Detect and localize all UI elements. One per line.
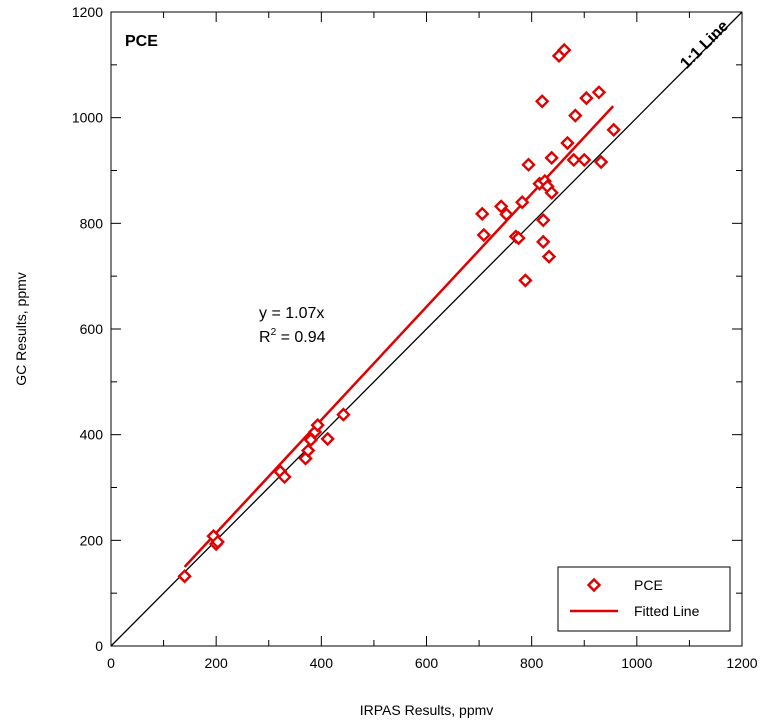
identity-line	[110, 11, 743, 647]
data-point	[560, 135, 575, 151]
data-point	[493, 199, 509, 214]
r-squared-annotation: R2 = 0.94	[259, 327, 326, 346]
y-tick-label: 600	[80, 321, 104, 337]
data-point	[557, 42, 572, 58]
data-point	[475, 206, 490, 222]
x-axis-title: IRPAS Results, ppmv	[360, 702, 494, 718]
data-point	[568, 108, 583, 123]
data-point	[310, 417, 325, 433]
data-point	[534, 94, 550, 109]
x-tick-labels: 0 200 400 600 800 1000 1200	[107, 655, 758, 671]
legend: PCE Fitted Line	[557, 566, 731, 632]
data-point	[536, 212, 551, 228]
panel-label: PCE	[125, 33, 158, 50]
data-point	[177, 569, 192, 584]
y-tick-label: 0	[95, 638, 103, 654]
x-tick-label: 200	[204, 655, 228, 671]
data-point	[521, 157, 536, 172]
x-tick-label: 400	[310, 655, 334, 671]
identity-line-group	[110, 11, 743, 647]
legend-label: PCE	[634, 577, 663, 593]
legend-label: Fitted Line	[634, 603, 700, 619]
x-tick-label: 1000	[621, 655, 652, 671]
y-tick-label: 1200	[72, 4, 103, 20]
r-squared-prefix: R	[259, 329, 271, 346]
data-point	[544, 150, 559, 166]
x-tick-label: 1200	[726, 655, 757, 671]
data-point	[210, 534, 225, 550]
data-point	[518, 273, 533, 288]
data-point	[511, 230, 526, 246]
data-point	[541, 249, 557, 264]
y-tick-labels: 0 200 400 600 800 1000 1200	[72, 4, 103, 654]
identity-line-label: 1:1 Line	[677, 18, 732, 73]
data-point	[606, 122, 621, 138]
fitted-line-group	[183, 105, 615, 568]
data-point	[579, 90, 594, 106]
data-point	[566, 152, 581, 168]
legend-box	[557, 566, 731, 632]
data-point	[336, 407, 351, 422]
data-points	[177, 42, 621, 584]
plot-area-frame	[110, 11, 743, 647]
r-squared-value: = 0.94	[276, 329, 325, 346]
fit-equation: y = 1.07x	[259, 305, 324, 322]
x-tick-label: 800	[520, 655, 544, 671]
y-tick-label: 400	[80, 427, 104, 443]
x-tick-label: 600	[415, 655, 439, 671]
data-point	[591, 85, 607, 100]
data-point	[277, 469, 292, 485]
data-point	[476, 227, 492, 243]
data-point	[536, 234, 551, 250]
r-squared-superscript: 2	[271, 327, 277, 338]
data-point	[577, 152, 592, 168]
y-tick-label: 1000	[72, 110, 103, 126]
y-tick-label: 200	[80, 532, 104, 548]
x-tick-label: 0	[107, 655, 115, 671]
legend-entries: PCE Fitted Line	[570, 577, 700, 619]
data-point	[544, 185, 559, 200]
legend-marker-icon	[586, 577, 602, 593]
data-point	[499, 207, 514, 222]
data-point	[300, 443, 316, 458]
y-tick-label: 800	[80, 215, 104, 231]
data-point	[320, 431, 335, 447]
data-point	[593, 154, 609, 170]
data-point	[515, 195, 530, 210]
fitted-line	[183, 105, 615, 568]
y-axis-title: GC Results, ppmv	[13, 272, 29, 386]
